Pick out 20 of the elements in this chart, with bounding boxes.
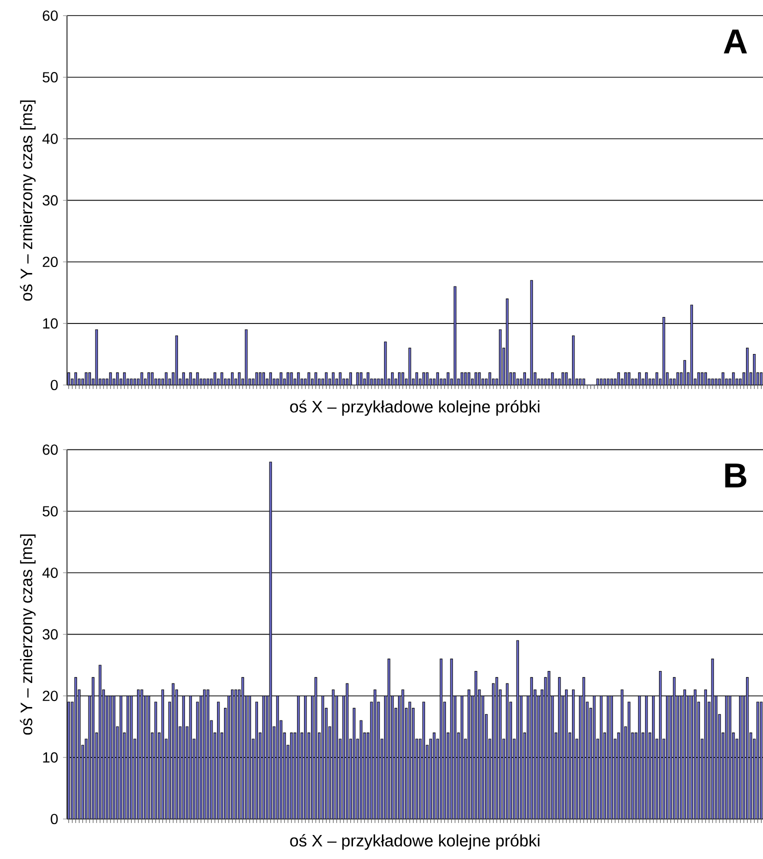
x-axis-title: oś X – przykładowe kolejne próbki — [290, 834, 540, 850]
annotation: A — [724, 30, 747, 54]
y-axis-title: oś Y – zmierzony czas [ms] — [20, 100, 36, 301]
y-tick-label: 20 — [42, 690, 58, 702]
y-tick-label: 20 — [42, 256, 58, 268]
y-tick-label: 60 — [42, 444, 58, 455]
x-axis-title: oś X – przykładowe kolejne próbki — [290, 400, 540, 416]
y-tick-label: 40 — [42, 568, 58, 578]
y-tick-label: 30 — [42, 195, 58, 206]
y-tick-label: 40 — [42, 134, 58, 144]
y-tick-label: 10 — [43, 752, 58, 763]
y-tick-label: 50 — [42, 72, 58, 82]
annotation: B — [725, 464, 746, 488]
y-tick-label: 0 — [50, 814, 58, 824]
y-tick-label: 0 — [50, 380, 58, 390]
y-tick-label: 50 — [42, 506, 58, 516]
y-tick-label: 30 — [42, 629, 58, 640]
y-axis-title: oś Y – zmierzony czas [ms] — [20, 534, 36, 735]
y-tick-label: 60 — [42, 10, 58, 21]
y-tick-label: 10 — [43, 318, 58, 329]
